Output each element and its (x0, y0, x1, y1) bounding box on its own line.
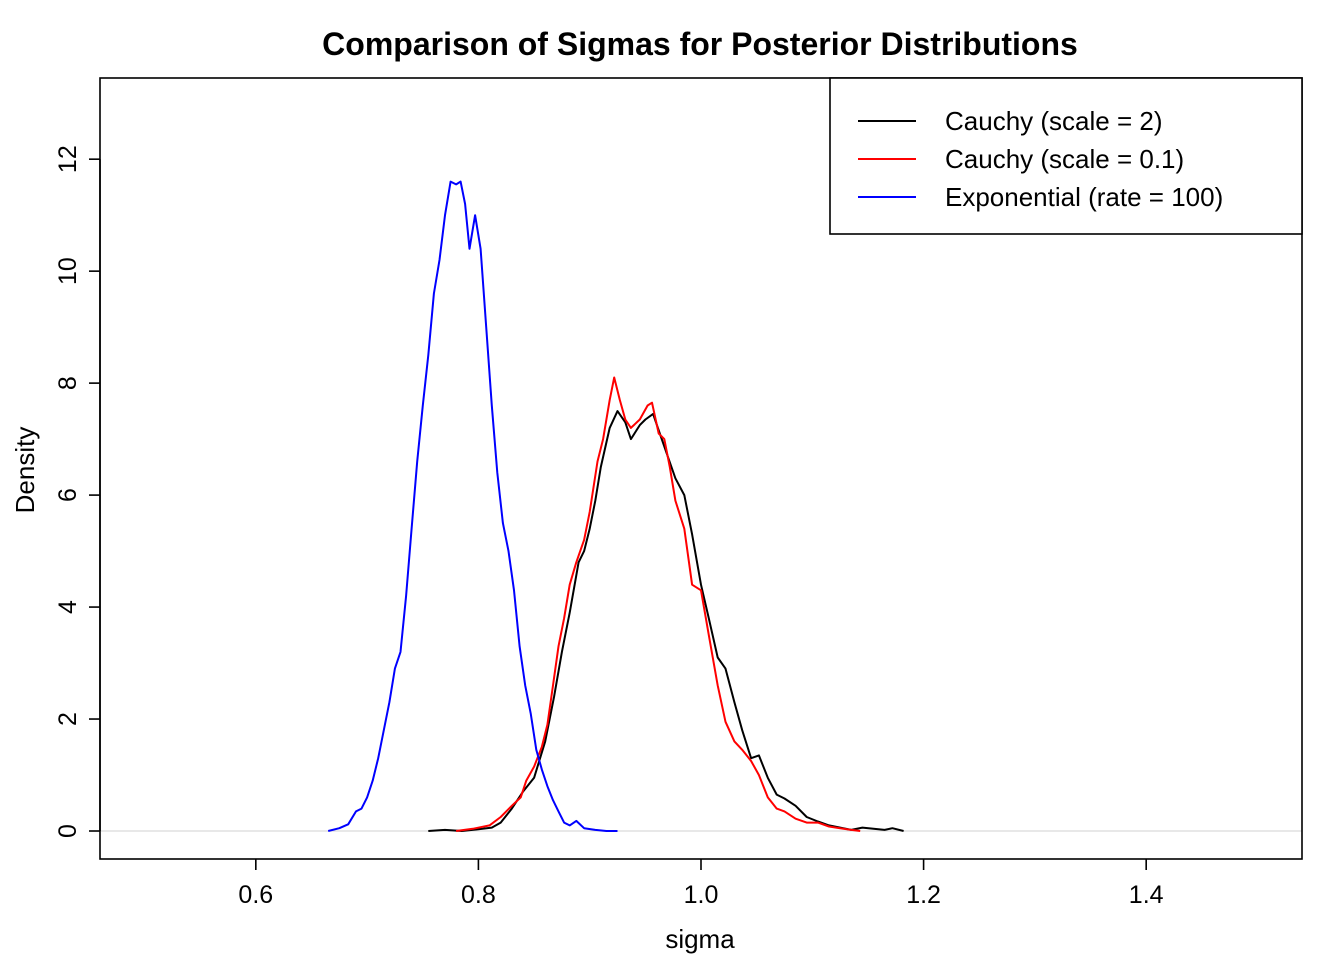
y-tick-label: 0 (54, 824, 82, 838)
x-axis: 0.6 0.8 1.0 1.2 1.4 (238, 859, 1164, 909)
legend: Cauchy (scale = 2) Cauchy (scale = 0.1) Ex… (829, 77, 1303, 235)
y-tick-label: 10 (54, 257, 82, 285)
y-tick-label: 4 (54, 600, 82, 614)
y-tick-label: 12 (54, 145, 82, 173)
x-tick-label: 1.4 (1129, 881, 1164, 909)
legend-box (829, 77, 1303, 235)
y-axis: 0 2 4 6 8 10 12 (54, 145, 101, 838)
x-tick-label: 1.0 (684, 881, 719, 909)
x-tick-label: 0.8 (461, 881, 496, 909)
series-line-2 (455, 376, 861, 832)
chart-title: Comparison of Sigmas for Posterior Distr… (322, 26, 1078, 62)
y-axis-label: Density (10, 427, 40, 514)
y-tick-label: 6 (54, 488, 82, 502)
x-tick-label: 1.2 (906, 881, 941, 909)
legend-label-1: Cauchy (scale = 2) (945, 106, 1162, 136)
series-line-1 (428, 410, 904, 832)
legend-label-3: Exponential (rate = 100) (945, 182, 1223, 212)
x-axis-label: sigma (665, 924, 735, 954)
x-tick-label: 0.6 (238, 881, 273, 909)
series-line-3 (327, 180, 618, 832)
y-tick-label: 8 (54, 376, 82, 390)
legend-label-2: Cauchy (scale = 0.1) (945, 144, 1184, 174)
y-tick-label: 2 (54, 712, 82, 726)
